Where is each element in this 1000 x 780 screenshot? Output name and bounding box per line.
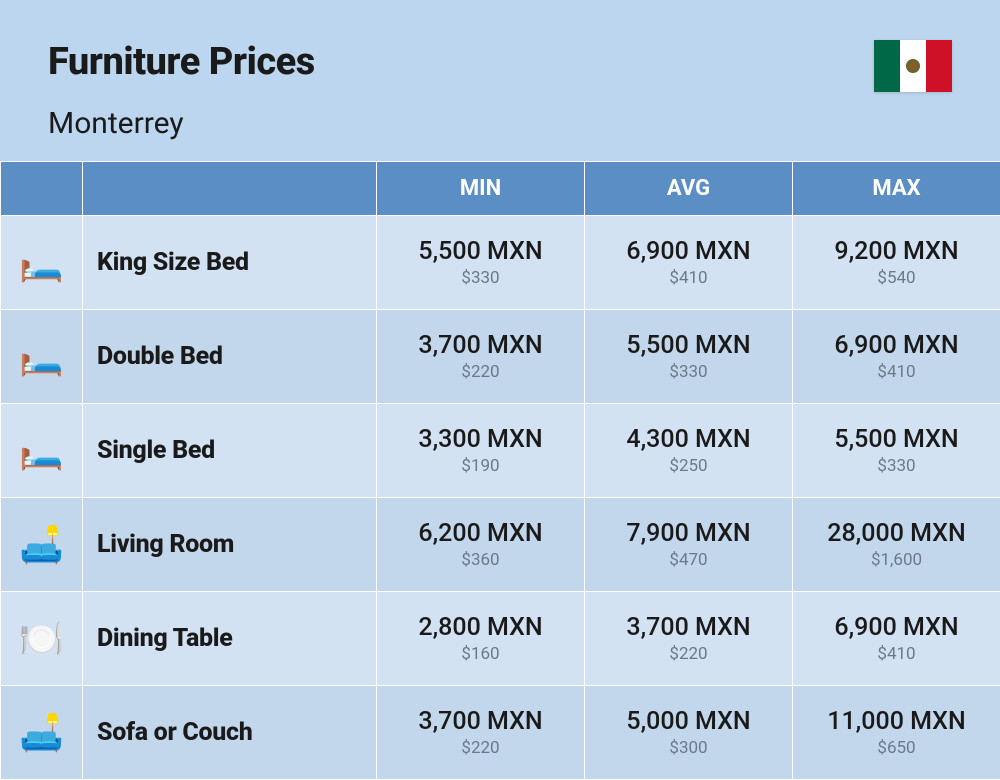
price-mxn: 9,200 MXN — [797, 236, 996, 267]
price-usd: $650 — [797, 737, 996, 759]
price-usd: $1,600 — [797, 549, 996, 571]
table-row: 🛋️Living Room6,200 MXN$3607,900 MXN$4702… — [1, 498, 1000, 592]
price-mxn: 5,500 MXN — [381, 236, 580, 267]
price-mxn: 5,500 MXN — [589, 330, 788, 361]
price-usd: $330 — [589, 361, 788, 383]
price-mxn: 6,200 MXN — [381, 518, 580, 549]
price-max: 6,900 MXN$410 — [793, 592, 1000, 686]
price-usd: $160 — [381, 643, 580, 665]
header-max: MAX — [793, 162, 1000, 216]
price-mxn: 3,700 MXN — [381, 330, 580, 361]
table-header-row: MIN AVG MAX — [1, 162, 1000, 216]
furniture-icon: 🍽️ — [1, 592, 83, 686]
price-usd: $330 — [797, 455, 996, 477]
furniture-name: Living Room — [83, 498, 377, 592]
furniture-icon: 🛏️ — [1, 404, 83, 498]
furniture-icon: 🛋️ — [1, 498, 83, 592]
price-mxn: 28,000 MXN — [797, 518, 996, 549]
price-mxn: 6,900 MXN — [797, 612, 996, 643]
page-title: Furniture Prices — [48, 40, 952, 84]
price-max: 9,200 MXN$540 — [793, 216, 1000, 310]
header: Furniture Prices Monterrey — [0, 0, 1000, 161]
price-usd: $250 — [589, 455, 788, 477]
price-usd: $220 — [381, 361, 580, 383]
header-blank-icon — [1, 162, 83, 216]
header-avg: AVG — [585, 162, 793, 216]
price-mxn: 6,900 MXN — [589, 236, 788, 267]
table-row: 🍽️Dining Table2,800 MXN$1603,700 MXN$220… — [1, 592, 1000, 686]
price-mxn: 3,700 MXN — [589, 612, 788, 643]
price-usd: $220 — [589, 643, 788, 665]
price-avg: 5,500 MXN$330 — [585, 310, 793, 404]
price-mxn: 3,700 MXN — [381, 706, 580, 737]
price-table: MIN AVG MAX 🛏️King Size Bed5,500 MXN$330… — [0, 161, 1000, 780]
flag-mexico-icon — [874, 40, 952, 92]
price-usd: $410 — [589, 267, 788, 289]
furniture-name: King Size Bed — [83, 216, 377, 310]
price-usd: $190 — [381, 455, 580, 477]
price-min: 3,700 MXN$220 — [377, 686, 585, 780]
price-usd: $220 — [381, 737, 580, 759]
price-mxn: 5,000 MXN — [589, 706, 788, 737]
price-usd: $410 — [797, 643, 996, 665]
price-usd: $540 — [797, 267, 996, 289]
table-row: 🛏️Double Bed3,700 MXN$2205,500 MXN$3306,… — [1, 310, 1000, 404]
price-max: 28,000 MXN$1,600 — [793, 498, 1000, 592]
table-row: 🛋️Sofa or Couch3,700 MXN$2205,000 MXN$30… — [1, 686, 1000, 780]
furniture-name: Single Bed — [83, 404, 377, 498]
price-usd: $410 — [797, 361, 996, 383]
price-mxn: 6,900 MXN — [797, 330, 996, 361]
price-avg: 4,300 MXN$250 — [585, 404, 793, 498]
price-mxn: 4,300 MXN — [589, 424, 788, 455]
price-max: 11,000 MXN$650 — [793, 686, 1000, 780]
table-row: 🛏️King Size Bed5,500 MXN$3306,900 MXN$41… — [1, 216, 1000, 310]
price-mxn: 5,500 MXN — [797, 424, 996, 455]
price-mxn: 7,900 MXN — [589, 518, 788, 549]
page-subtitle: Monterrey — [48, 106, 952, 141]
price-min: 5,500 MXN$330 — [377, 216, 585, 310]
header-blank-name — [83, 162, 377, 216]
furniture-icon: 🛏️ — [1, 216, 83, 310]
price-usd: $470 — [589, 549, 788, 571]
price-min: 2,800 MXN$160 — [377, 592, 585, 686]
price-max: 6,900 MXN$410 — [793, 310, 1000, 404]
price-avg: 6,900 MXN$410 — [585, 216, 793, 310]
furniture-icon: 🛏️ — [1, 310, 83, 404]
furniture-icon: 🛋️ — [1, 686, 83, 780]
price-min: 3,300 MXN$190 — [377, 404, 585, 498]
table-row: 🛏️Single Bed3,300 MXN$1904,300 MXN$2505,… — [1, 404, 1000, 498]
header-min: MIN — [377, 162, 585, 216]
price-max: 5,500 MXN$330 — [793, 404, 1000, 498]
price-avg: 5,000 MXN$300 — [585, 686, 793, 780]
furniture-name: Sofa or Couch — [83, 686, 377, 780]
furniture-name: Double Bed — [83, 310, 377, 404]
price-usd: $300 — [589, 737, 788, 759]
price-min: 3,700 MXN$220 — [377, 310, 585, 404]
price-mxn: 3,300 MXN — [381, 424, 580, 455]
price-usd: $360 — [381, 549, 580, 571]
price-avg: 7,900 MXN$470 — [585, 498, 793, 592]
price-avg: 3,700 MXN$220 — [585, 592, 793, 686]
price-mxn: 11,000 MXN — [797, 706, 996, 737]
price-usd: $330 — [381, 267, 580, 289]
price-mxn: 2,800 MXN — [381, 612, 580, 643]
furniture-name: Dining Table — [83, 592, 377, 686]
price-min: 6,200 MXN$360 — [377, 498, 585, 592]
